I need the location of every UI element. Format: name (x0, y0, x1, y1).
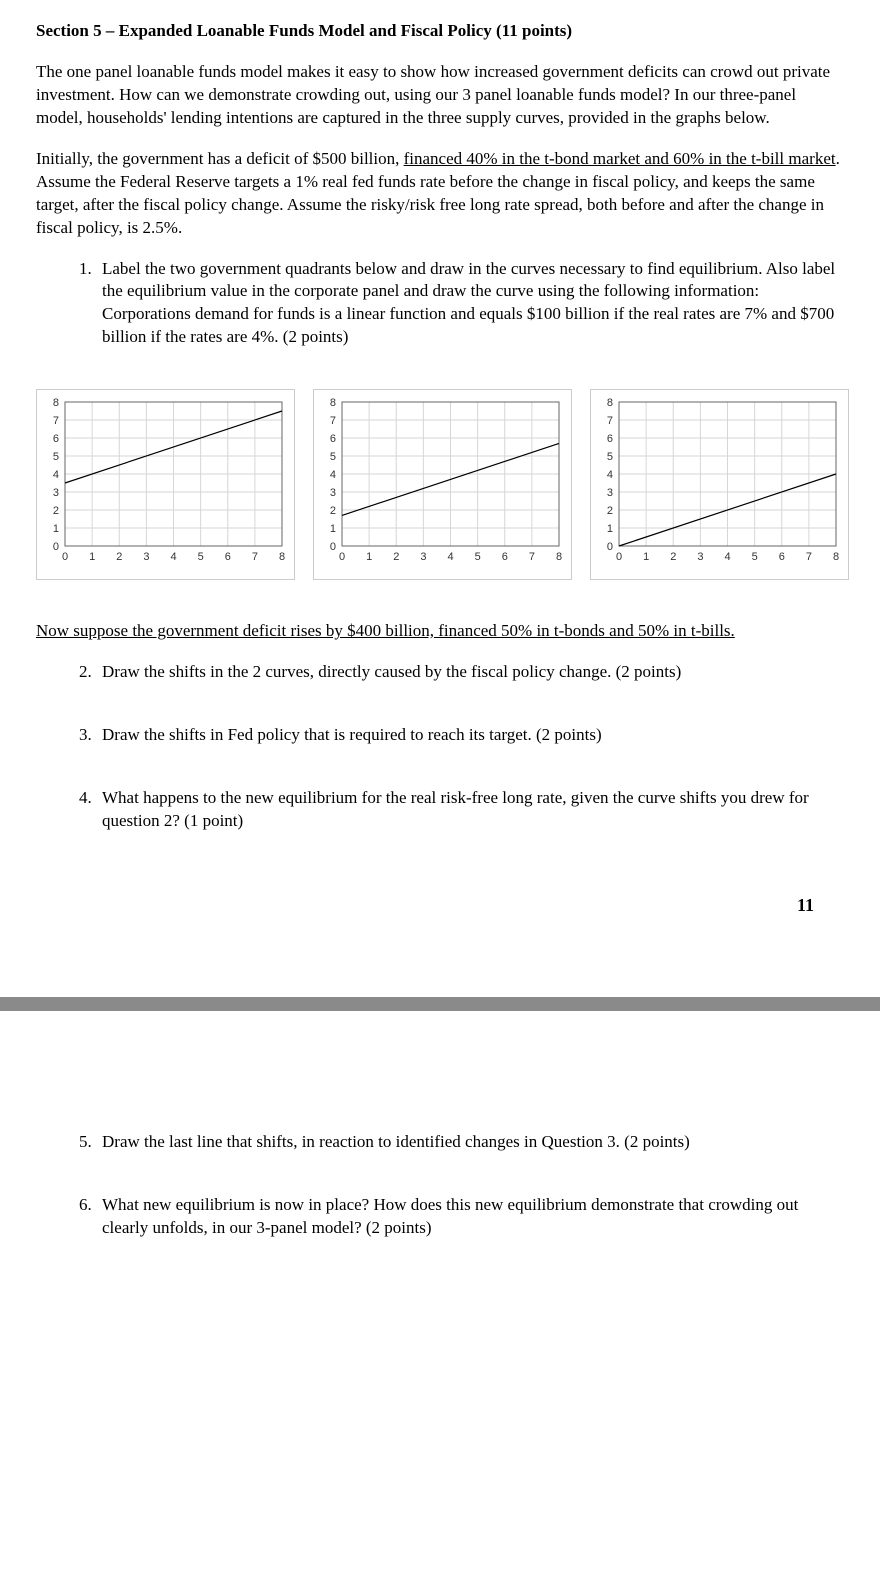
svg-text:4: 4 (607, 469, 613, 481)
svg-text:0: 0 (330, 541, 336, 553)
svg-text:2: 2 (330, 505, 336, 517)
svg-text:5: 5 (330, 451, 336, 463)
svg-text:2: 2 (607, 505, 613, 517)
svg-text:0: 0 (62, 551, 68, 563)
page-separator (0, 997, 880, 1011)
svg-text:0: 0 (607, 541, 613, 553)
svg-text:1: 1 (366, 551, 372, 563)
svg-text:2: 2 (393, 551, 399, 563)
svg-text:5: 5 (53, 451, 59, 463)
mid-instruction: Now suppose the government deficit rises… (36, 620, 844, 643)
svg-text:8: 8 (556, 551, 562, 563)
svg-text:8: 8 (53, 397, 59, 409)
svg-text:7: 7 (529, 551, 535, 563)
svg-text:7: 7 (607, 415, 613, 427)
svg-text:4: 4 (170, 551, 176, 563)
svg-text:5: 5 (198, 551, 204, 563)
svg-text:3: 3 (53, 487, 59, 499)
svg-text:6: 6 (502, 551, 508, 563)
question-2: Draw the shifts in the 2 curves, directl… (96, 661, 836, 684)
svg-text:3: 3 (607, 487, 613, 499)
para2-underlined: financed 40% in the t-bond market and 60… (404, 149, 836, 168)
question-5: Draw the last line that shifts, in react… (96, 1131, 836, 1154)
svg-text:7: 7 (330, 415, 336, 427)
svg-text:5: 5 (607, 451, 613, 463)
svg-text:7: 7 (252, 551, 258, 563)
svg-text:7: 7 (53, 415, 59, 427)
question-3: Draw the shifts in Fed policy that is re… (96, 724, 836, 747)
svg-text:1: 1 (330, 523, 336, 535)
svg-text:6: 6 (779, 551, 785, 563)
svg-text:2: 2 (116, 551, 122, 563)
intro-para-1: The one panel loanable funds model makes… (36, 61, 844, 130)
svg-text:8: 8 (607, 397, 613, 409)
page-number: 11 (36, 893, 844, 917)
section-title: Section 5 – Expanded Loanable Funds Mode… (36, 20, 844, 43)
chart-panel-3: 0 1 2 3 4 5 6 7 8 0 1 2 3 4 5 6 7 8 (590, 389, 849, 580)
question-4: What happens to the new equilibrium for … (96, 787, 836, 833)
svg-text:6: 6 (330, 433, 336, 445)
chart-panel-2: 0 1 2 3 4 5 6 7 8 0 1 2 3 4 5 6 7 8 (313, 389, 572, 580)
charts-row: 0 1 2 3 4 5 6 7 8 0 1 2 3 4 5 6 7 8 0 1 2 3 4 5 6 7 8 0 1 2 3 4 5 6 7 8 0 1… (36, 389, 844, 580)
svg-text:1: 1 (643, 551, 649, 563)
svg-text:1: 1 (89, 551, 95, 563)
para2-pre: Initially, the government has a deficit … (36, 149, 404, 168)
svg-text:3: 3 (420, 551, 426, 563)
svg-text:5: 5 (752, 551, 758, 563)
svg-text:1: 1 (53, 523, 59, 535)
svg-text:6: 6 (225, 551, 231, 563)
chart-panel-1: 0 1 2 3 4 5 6 7 8 0 1 2 3 4 5 6 7 8 (36, 389, 295, 580)
svg-text:0: 0 (616, 551, 622, 563)
svg-text:0: 0 (339, 551, 345, 563)
svg-text:2: 2 (670, 551, 676, 563)
svg-text:4: 4 (53, 469, 59, 481)
svg-text:8: 8 (833, 551, 839, 563)
question-1: Label the two government quadrants below… (96, 258, 836, 350)
svg-text:5: 5 (475, 551, 481, 563)
svg-text:3: 3 (330, 487, 336, 499)
svg-text:6: 6 (607, 433, 613, 445)
svg-text:3: 3 (143, 551, 149, 563)
svg-text:4: 4 (330, 469, 336, 481)
svg-text:0: 0 (53, 541, 59, 553)
svg-text:2: 2 (53, 505, 59, 517)
svg-text:6: 6 (53, 433, 59, 445)
svg-text:3: 3 (697, 551, 703, 563)
svg-text:8: 8 (279, 551, 285, 563)
svg-text:7: 7 (806, 551, 812, 563)
question-6: What new equilibrium is now in place? Ho… (96, 1194, 836, 1240)
svg-text:4: 4 (724, 551, 730, 563)
svg-text:8: 8 (330, 397, 336, 409)
svg-text:4: 4 (447, 551, 453, 563)
svg-text:1: 1 (607, 523, 613, 535)
intro-para-2: Initially, the government has a deficit … (36, 148, 844, 240)
